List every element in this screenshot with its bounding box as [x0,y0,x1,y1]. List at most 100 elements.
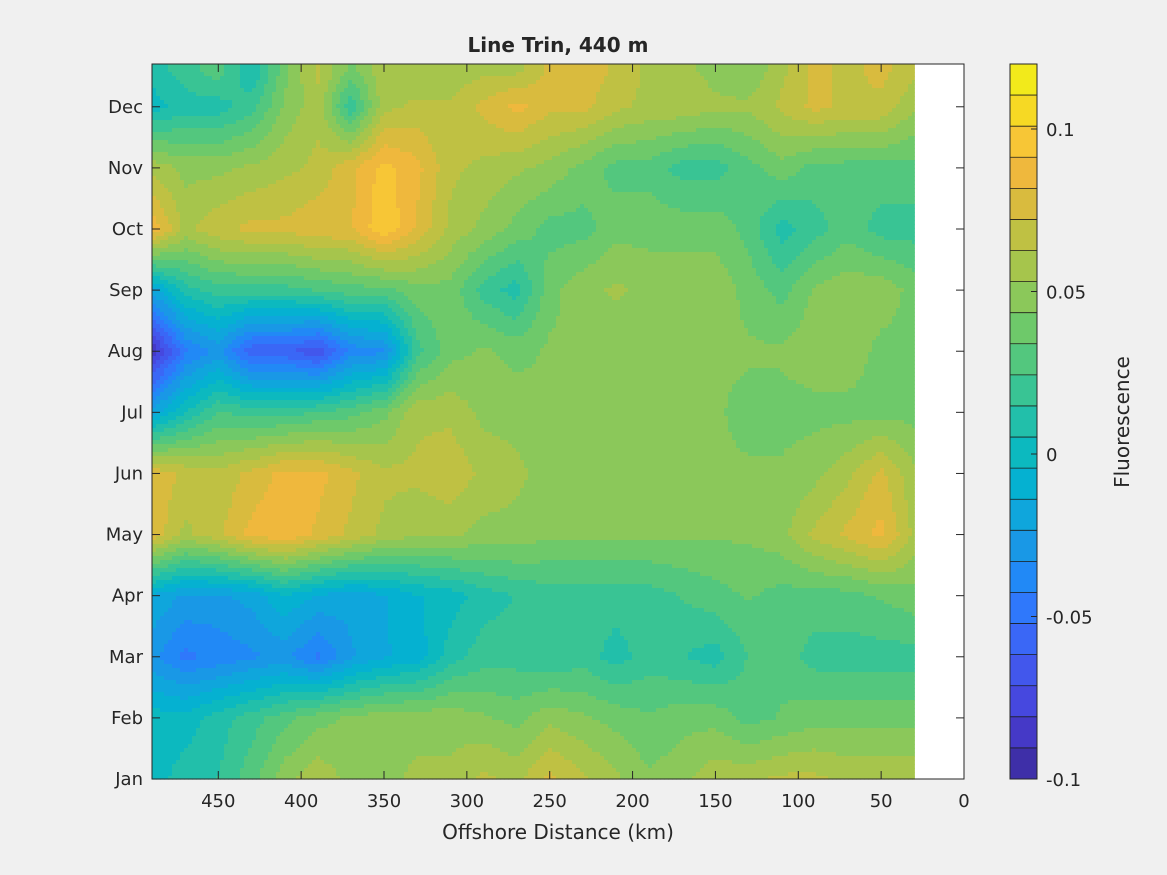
heatmap-cell [812,160,817,165]
heatmap-cell [352,88,357,93]
heatmap-cell [296,104,301,109]
heatmap-cell [516,84,521,89]
heatmap-cell [876,160,881,165]
heatmap-cell [236,120,241,125]
heatmap-cell [352,120,357,125]
heatmap-cell [668,120,673,125]
heatmap-cell [640,160,645,165]
heatmap-cell [692,76,697,81]
heatmap-cell [912,96,915,101]
heatmap-cell [900,124,905,129]
heatmap-cell [592,152,597,157]
heatmap-cell [624,68,629,73]
heatmap-cell [208,136,213,141]
heatmap-cell [568,164,573,169]
heatmap-cell [268,108,273,113]
heatmap-cell [776,108,781,113]
heatmap-cell [808,144,813,149]
heatmap-cell [176,72,181,77]
heatmap-cell [380,112,385,117]
heatmap-cell [244,148,249,153]
heatmap-cell [420,156,425,161]
heatmap-cell [392,128,397,133]
heatmap-cell [408,84,413,89]
heatmap-cell [288,104,293,109]
heatmap-cell [300,136,305,141]
heatmap-cell [488,124,493,129]
heatmap-cell [248,124,253,129]
heatmap-cell [728,84,733,89]
heatmap-cell [868,136,873,141]
heatmap-cell [736,144,741,149]
heatmap-cell [636,164,641,169]
heatmap-cell [160,112,165,117]
heatmap-cell [632,120,637,125]
heatmap-cell [160,156,165,161]
heatmap-cell [396,120,401,125]
heatmap-cell [460,84,465,89]
heatmap-cell [908,64,913,69]
heatmap-cell [384,100,389,105]
heatmap-cell [748,108,753,113]
heatmap-cell [260,84,265,89]
heatmap-cell [496,128,501,133]
heatmap-cell [744,72,749,77]
heatmap-cell [288,140,293,145]
heatmap-cell [648,128,653,133]
heatmap-cell [404,164,409,169]
heatmap-cell [420,144,425,149]
heatmap-cell [320,72,325,77]
heatmap-cell [188,96,193,101]
heatmap-cell [644,116,649,121]
heatmap-cell [404,100,409,105]
heatmap-cell [176,80,181,85]
heatmap-cell [360,132,365,137]
heatmap-cell [544,140,549,145]
heatmap-cell [520,64,525,69]
heatmap-cell [756,96,761,101]
heatmap-cell [276,92,281,97]
heatmap-cell [892,136,897,141]
heatmap-cell [568,92,573,97]
heatmap-cell [840,164,845,169]
heatmap-cell [848,156,853,161]
heatmap-cell [708,72,713,77]
heatmap-cell [280,124,285,129]
heatmap-cell [524,124,529,129]
heatmap-cell [252,76,257,81]
heatmap-cell [796,104,801,109]
heatmap-cell [228,156,233,161]
heatmap-cell [472,140,477,145]
heatmap-cell [788,144,793,149]
heatmap-cell [448,164,453,169]
heatmap-cell [836,136,841,141]
heatmap-cell [228,116,233,121]
heatmap-cell [532,96,537,101]
heatmap-cell [744,148,749,153]
heatmap-cell [236,168,241,173]
heatmap-cell [364,120,369,125]
heatmap-cell [516,68,521,73]
heatmap-cell [352,84,357,89]
heatmap-cell [392,84,397,89]
heatmap-cell [228,148,233,153]
heatmap-cell [888,92,893,97]
heatmap-cell [504,156,509,161]
heatmap-cell [392,100,397,105]
heatmap-cell [728,108,733,113]
heatmap-cell [248,168,253,173]
heatmap-cell [816,80,821,85]
heatmap-cell [872,116,877,121]
heatmap-cell [912,136,915,141]
heatmap-cell [432,124,437,129]
heatmap-cell [356,68,361,73]
heatmap-cell [812,108,817,113]
heatmap-cell [292,128,297,133]
heatmap-cell [760,72,765,77]
heatmap-cell [600,164,605,169]
heatmap-cell [436,144,441,149]
heatmap-cell [600,64,605,69]
heatmap-cell [264,124,269,129]
heatmap-cell [704,152,709,157]
heatmap-cell [728,68,733,73]
